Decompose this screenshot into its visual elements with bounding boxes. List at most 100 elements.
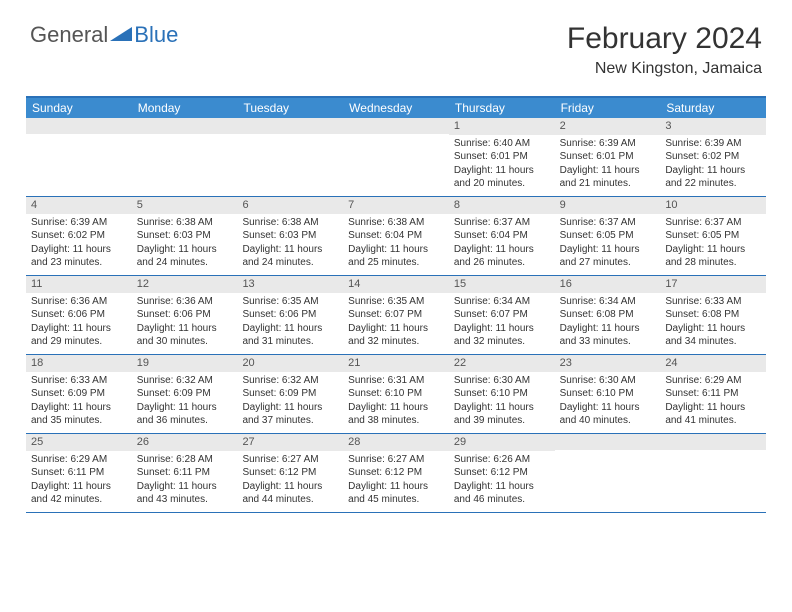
daylight-text: Daylight: 11 hours and 24 minutes. (242, 243, 338, 270)
daylight-text: Daylight: 11 hours and 22 minutes. (665, 164, 761, 191)
day-details: Sunrise: 6:39 AMSunset: 6:02 PMDaylight:… (660, 135, 766, 195)
day-number: 5 (132, 197, 238, 214)
sunset-text: Sunset: 6:09 PM (137, 387, 233, 401)
daylight-text: Daylight: 11 hours and 35 minutes. (31, 401, 127, 428)
day-details: Sunrise: 6:34 AMSunset: 6:07 PMDaylight:… (449, 293, 555, 353)
day-cell: 14Sunrise: 6:35 AMSunset: 6:07 PMDayligh… (343, 276, 449, 354)
day-cell: 8Sunrise: 6:37 AMSunset: 6:04 PMDaylight… (449, 197, 555, 275)
day-header: Wednesday (343, 98, 449, 118)
day-details: Sunrise: 6:31 AMSunset: 6:10 PMDaylight:… (343, 372, 449, 432)
day-cell: 6Sunrise: 6:38 AMSunset: 6:03 PMDaylight… (237, 197, 343, 275)
day-details: Sunrise: 6:27 AMSunset: 6:12 PMDaylight:… (343, 451, 449, 511)
day-cell: 4Sunrise: 6:39 AMSunset: 6:02 PMDaylight… (26, 197, 132, 275)
day-cell: 11Sunrise: 6:36 AMSunset: 6:06 PMDayligh… (26, 276, 132, 354)
day-cell (555, 434, 661, 512)
calendar: SundayMondayTuesdayWednesdayThursdayFrid… (26, 96, 766, 513)
sunrise-text: Sunrise: 6:27 AM (242, 453, 338, 467)
day-details: Sunrise: 6:32 AMSunset: 6:09 PMDaylight:… (132, 372, 238, 432)
sunset-text: Sunset: 6:09 PM (31, 387, 127, 401)
day-cell: 9Sunrise: 6:37 AMSunset: 6:05 PMDaylight… (555, 197, 661, 275)
day-cell: 26Sunrise: 6:28 AMSunset: 6:11 PMDayligh… (132, 434, 238, 512)
sunset-text: Sunset: 6:05 PM (560, 229, 656, 243)
sunrise-text: Sunrise: 6:40 AM (454, 137, 550, 151)
day-cell: 13Sunrise: 6:35 AMSunset: 6:06 PMDayligh… (237, 276, 343, 354)
sunrise-text: Sunrise: 6:39 AM (665, 137, 761, 151)
day-header: Friday (555, 98, 661, 118)
day-cell: 20Sunrise: 6:32 AMSunset: 6:09 PMDayligh… (237, 355, 343, 433)
day-header-row: SundayMondayTuesdayWednesdayThursdayFrid… (26, 98, 766, 118)
day-number: 12 (132, 276, 238, 293)
sunset-text: Sunset: 6:08 PM (560, 308, 656, 322)
day-header: Saturday (660, 98, 766, 118)
day-number (237, 118, 343, 134)
day-cell: 23Sunrise: 6:30 AMSunset: 6:10 PMDayligh… (555, 355, 661, 433)
sunrise-text: Sunrise: 6:38 AM (348, 216, 444, 230)
day-number: 28 (343, 434, 449, 451)
day-cell (132, 118, 238, 196)
daylight-text: Daylight: 11 hours and 33 minutes. (560, 322, 656, 349)
logo: General Blue (30, 22, 178, 48)
day-cell: 12Sunrise: 6:36 AMSunset: 6:06 PMDayligh… (132, 276, 238, 354)
day-details: Sunrise: 6:39 AMSunset: 6:02 PMDaylight:… (26, 214, 132, 274)
day-cell: 18Sunrise: 6:33 AMSunset: 6:09 PMDayligh… (26, 355, 132, 433)
week-row: 1Sunrise: 6:40 AMSunset: 6:01 PMDaylight… (26, 118, 766, 197)
daylight-text: Daylight: 11 hours and 30 minutes. (137, 322, 233, 349)
day-details: Sunrise: 6:33 AMSunset: 6:08 PMDaylight:… (660, 293, 766, 353)
sunrise-text: Sunrise: 6:29 AM (665, 374, 761, 388)
day-cell: 24Sunrise: 6:29 AMSunset: 6:11 PMDayligh… (660, 355, 766, 433)
daylight-text: Daylight: 11 hours and 25 minutes. (348, 243, 444, 270)
day-details: Sunrise: 6:37 AMSunset: 6:04 PMDaylight:… (449, 214, 555, 274)
sunrise-text: Sunrise: 6:37 AM (560, 216, 656, 230)
day-details: Sunrise: 6:30 AMSunset: 6:10 PMDaylight:… (449, 372, 555, 432)
day-details: Sunrise: 6:34 AMSunset: 6:08 PMDaylight:… (555, 293, 661, 353)
daylight-text: Daylight: 11 hours and 24 minutes. (137, 243, 233, 270)
day-details: Sunrise: 6:37 AMSunset: 6:05 PMDaylight:… (555, 214, 661, 274)
day-number: 4 (26, 197, 132, 214)
logo-general: General (30, 22, 108, 48)
sunrise-text: Sunrise: 6:39 AM (560, 137, 656, 151)
day-number: 27 (237, 434, 343, 451)
day-number: 14 (343, 276, 449, 293)
sunrise-text: Sunrise: 6:36 AM (31, 295, 127, 309)
day-cell (343, 118, 449, 196)
sunset-text: Sunset: 6:10 PM (560, 387, 656, 401)
sunset-text: Sunset: 6:02 PM (31, 229, 127, 243)
day-cell (237, 118, 343, 196)
sunset-text: Sunset: 6:03 PM (242, 229, 338, 243)
daylight-text: Daylight: 11 hours and 46 minutes. (454, 480, 550, 507)
day-details: Sunrise: 6:38 AMSunset: 6:03 PMDaylight:… (237, 214, 343, 274)
sunset-text: Sunset: 6:11 PM (665, 387, 761, 401)
day-cell (26, 118, 132, 196)
sunrise-text: Sunrise: 6:26 AM (454, 453, 550, 467)
sunrise-text: Sunrise: 6:34 AM (560, 295, 656, 309)
sunset-text: Sunset: 6:11 PM (137, 466, 233, 480)
week-row: 11Sunrise: 6:36 AMSunset: 6:06 PMDayligh… (26, 276, 766, 355)
sunset-text: Sunset: 6:04 PM (348, 229, 444, 243)
daylight-text: Daylight: 11 hours and 41 minutes. (665, 401, 761, 428)
sunrise-text: Sunrise: 6:31 AM (348, 374, 444, 388)
sunset-text: Sunset: 6:12 PM (454, 466, 550, 480)
day-number: 10 (660, 197, 766, 214)
day-cell: 15Sunrise: 6:34 AMSunset: 6:07 PMDayligh… (449, 276, 555, 354)
sunset-text: Sunset: 6:11 PM (31, 466, 127, 480)
sunrise-text: Sunrise: 6:29 AM (31, 453, 127, 467)
daylight-text: Daylight: 11 hours and 42 minutes. (31, 480, 127, 507)
day-details: Sunrise: 6:32 AMSunset: 6:09 PMDaylight:… (237, 372, 343, 432)
daylight-text: Daylight: 11 hours and 32 minutes. (454, 322, 550, 349)
sunrise-text: Sunrise: 6:27 AM (348, 453, 444, 467)
day-details: Sunrise: 6:30 AMSunset: 6:10 PMDaylight:… (555, 372, 661, 432)
day-details: Sunrise: 6:40 AMSunset: 6:01 PMDaylight:… (449, 135, 555, 195)
day-cell: 19Sunrise: 6:32 AMSunset: 6:09 PMDayligh… (132, 355, 238, 433)
daylight-text: Daylight: 11 hours and 29 minutes. (31, 322, 127, 349)
day-header: Sunday (26, 98, 132, 118)
sunset-text: Sunset: 6:06 PM (242, 308, 338, 322)
day-number: 3 (660, 118, 766, 135)
day-number: 8 (449, 197, 555, 214)
week-row: 4Sunrise: 6:39 AMSunset: 6:02 PMDaylight… (26, 197, 766, 276)
sunrise-text: Sunrise: 6:38 AM (242, 216, 338, 230)
daylight-text: Daylight: 11 hours and 40 minutes. (560, 401, 656, 428)
daylight-text: Daylight: 11 hours and 36 minutes. (137, 401, 233, 428)
sunrise-text: Sunrise: 6:35 AM (242, 295, 338, 309)
day-number (132, 118, 238, 134)
sunrise-text: Sunrise: 6:35 AM (348, 295, 444, 309)
